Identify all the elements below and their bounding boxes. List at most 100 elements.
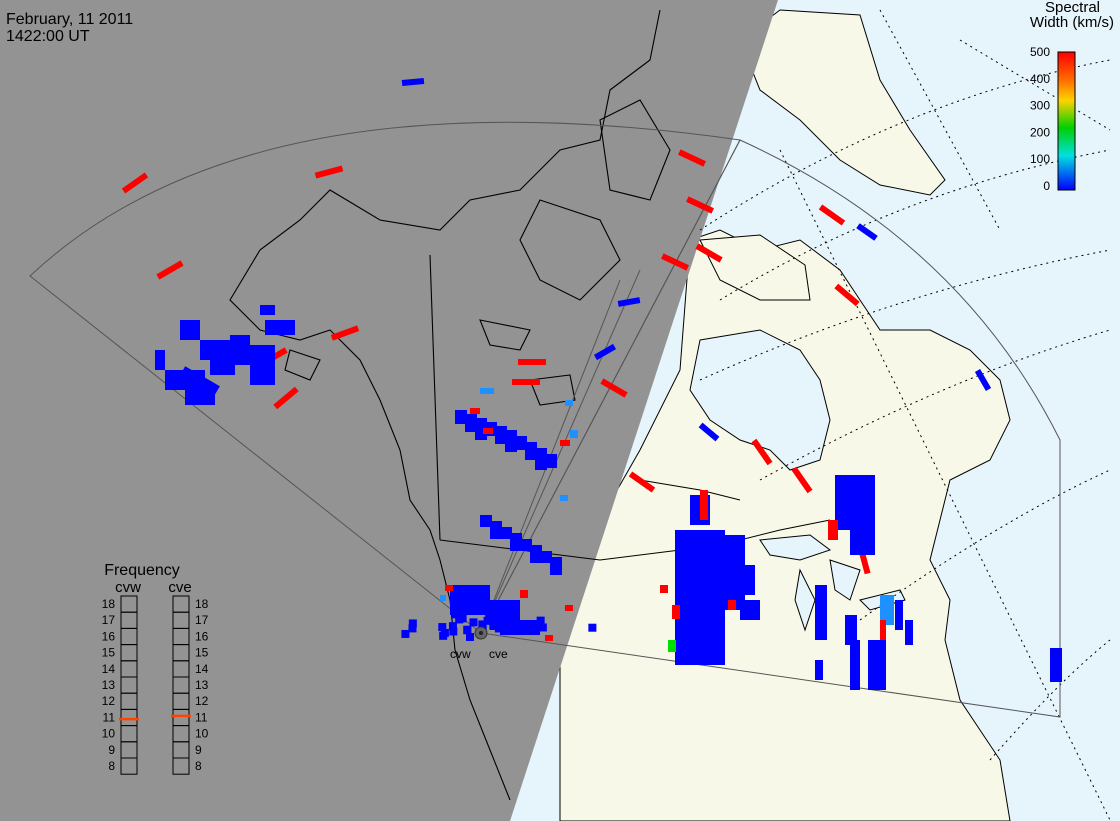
scatter-cell xyxy=(520,590,528,598)
scatter-cell xyxy=(470,408,480,414)
colorbar-title-line2: Width (km/s) xyxy=(1030,14,1114,31)
scatter-cell xyxy=(180,320,200,340)
scatter-cell xyxy=(408,624,417,633)
hudson-bay xyxy=(689,329,831,471)
scatter-cell xyxy=(560,495,568,501)
scatter-cell xyxy=(478,620,487,629)
scatter-cell xyxy=(438,623,447,632)
scatter-cell xyxy=(440,628,449,637)
scatter-cell xyxy=(660,585,668,593)
frequency-tick-label: 11 xyxy=(195,710,208,724)
scatter-cell xyxy=(570,430,578,438)
scatter-cell xyxy=(480,388,494,394)
colorbar-legend: Spectral Width (km/s) 500 400 300 200 100 0 xyxy=(1030,0,1114,193)
frequency-column-cve: 18 17 16 15 14 13 12 11 10 9 8 xyxy=(171,595,209,775)
frequency-tick-label: 8 xyxy=(108,759,115,773)
scatter-cell xyxy=(895,600,903,630)
scatter-cell xyxy=(520,539,532,551)
scatter-cell xyxy=(791,466,813,494)
frequency-tick-label: 17 xyxy=(102,613,116,627)
scatter-cell xyxy=(512,379,540,385)
colorbar-ticks: 500 400 300 200 100 0 xyxy=(1030,45,1050,193)
scatter-cell xyxy=(465,414,477,432)
scatter-cell xyxy=(210,360,235,375)
night-shading xyxy=(0,0,778,821)
scatter-cell xyxy=(469,618,478,627)
scatter-cell xyxy=(751,438,773,466)
scatter-cell xyxy=(565,400,573,406)
scatter-cell xyxy=(661,253,689,271)
header-time: 1422:00 UT xyxy=(6,28,90,45)
scatter-cell xyxy=(540,551,552,563)
scatter-cell xyxy=(668,640,676,652)
scatter-cell xyxy=(695,243,723,263)
scatter-cell xyxy=(505,430,517,452)
scatter-cell xyxy=(672,605,680,619)
scatter-cell xyxy=(463,625,472,634)
scatter-cell xyxy=(728,600,736,610)
colorbar-tick-label: 200 xyxy=(1030,125,1050,139)
scatter-cell xyxy=(815,585,827,640)
radar-fov xyxy=(29,121,1061,718)
frequency-tick-label: 18 xyxy=(195,597,209,611)
scatter-cell xyxy=(698,422,720,442)
scatter-cell xyxy=(550,557,562,575)
scatter-cell xyxy=(745,565,755,595)
scatter-cell xyxy=(678,149,706,167)
frequency-tick-label: 9 xyxy=(195,743,202,757)
scatter-cell xyxy=(530,545,542,563)
colorbar-tick-label: 500 xyxy=(1030,45,1050,59)
scatter-cell xyxy=(466,633,474,641)
radar-label-cvw: cvw xyxy=(450,647,471,661)
scatter-cell xyxy=(518,359,546,365)
frequency-cell xyxy=(120,757,138,775)
frequency-tick-label: 16 xyxy=(102,629,116,643)
scatter-cell xyxy=(828,520,838,540)
scatter-cell xyxy=(455,410,467,424)
frequency-title: Frequency xyxy=(104,562,180,579)
scatter-cell xyxy=(445,585,453,591)
scatter-cell xyxy=(408,619,417,628)
colorbar-tick-label: 400 xyxy=(1030,72,1050,86)
frequency-legend: Frequency cvw cve 18 17 16 15 14 13 12 11 10 9 8 1… xyxy=(102,562,209,775)
scatter-cell xyxy=(686,196,714,214)
scatter-cell xyxy=(500,527,512,539)
scatter-cell xyxy=(588,623,597,632)
scatter-cell xyxy=(545,454,557,468)
scatter-cell xyxy=(156,260,184,280)
frequency-tick-label: 10 xyxy=(102,727,116,741)
frequency-tick-label: 14 xyxy=(102,662,116,676)
scatter-cell xyxy=(448,622,457,631)
scatter-cell xyxy=(155,350,165,370)
frequency-tick-label: 8 xyxy=(195,759,202,773)
scatter-cell xyxy=(868,640,886,690)
scatter-cell xyxy=(480,515,492,527)
scatter-cell xyxy=(538,623,547,632)
frequency-tick-label: 13 xyxy=(195,678,209,692)
scatter-cell xyxy=(856,223,878,241)
frequency-label-cvw: cvw xyxy=(115,579,141,596)
frequency-cell xyxy=(172,757,190,775)
scatter-cell xyxy=(458,614,467,623)
scatter-cell xyxy=(500,620,540,635)
scatter-cell xyxy=(905,620,913,645)
scatter-cell xyxy=(815,660,823,680)
scatter-cell xyxy=(845,615,857,645)
scatter-cell xyxy=(515,436,527,450)
colorbar-scale xyxy=(1057,51,1076,191)
scatter-cell xyxy=(495,426,507,444)
radar-label-cve: cve xyxy=(489,647,508,661)
scatter-cell xyxy=(475,418,487,440)
scatter-cell xyxy=(880,595,894,625)
scatter-cell xyxy=(176,366,220,402)
backscatter-returns xyxy=(121,78,1062,690)
scatter-cell xyxy=(545,635,553,641)
scatter-cell xyxy=(450,585,490,615)
scatter-cell xyxy=(600,378,628,398)
scatter-cell xyxy=(440,595,446,601)
frequency-tick-label: 15 xyxy=(195,646,209,660)
scatter-cell xyxy=(330,325,360,341)
scatter-cell xyxy=(628,471,656,493)
scatter-cell xyxy=(850,640,860,690)
